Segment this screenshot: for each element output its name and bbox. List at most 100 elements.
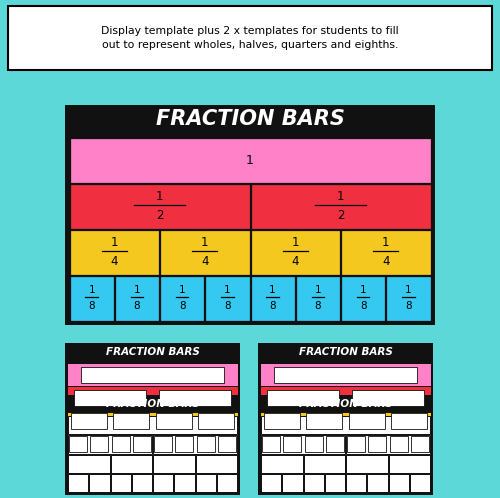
Bar [65,343,240,458]
Bar [349,413,384,429]
Bar [386,275,430,321]
Bar [347,436,365,452]
Bar [153,455,194,473]
Bar [326,436,344,452]
Bar [68,410,237,432]
Text: 1: 1 [201,236,208,249]
Bar [160,390,230,406]
Bar [274,367,417,383]
Text: FRACTION BARS: FRACTION BARS [298,399,392,409]
Bar [390,436,407,452]
Text: 8: 8 [405,301,411,311]
Bar [260,387,430,409]
Text: 8: 8 [360,301,366,311]
Text: 1: 1 [292,236,299,249]
Bar [89,474,110,492]
Bar [306,413,342,429]
Text: 1: 1 [88,285,95,295]
Bar [69,436,87,452]
Bar [258,343,433,458]
Bar [68,474,88,492]
Text: FRACTION BARS: FRACTION BARS [156,109,344,129]
Text: 8: 8 [179,301,186,311]
Bar [206,275,250,321]
Bar [261,416,430,434]
Bar [258,343,433,361]
FancyBboxPatch shape [8,6,492,70]
Text: 4: 4 [382,255,390,268]
Bar [260,433,430,455]
Bar [70,275,114,321]
Bar [68,364,237,386]
Text: 1: 1 [405,285,411,295]
Bar [268,390,338,406]
Text: 1: 1 [224,285,230,295]
Bar [217,474,237,492]
Text: 4: 4 [110,255,118,268]
Bar [65,105,435,133]
Text: 2: 2 [156,209,163,222]
Bar [282,474,302,492]
Text: 8: 8 [134,301,140,311]
Bar [325,474,345,492]
Bar [160,275,204,321]
Text: 1: 1 [134,285,140,295]
Text: FRACTION BARS: FRACTION BARS [106,399,200,409]
Text: 1: 1 [110,236,118,249]
Bar [70,183,250,229]
Text: 1: 1 [246,153,254,166]
Bar [410,474,430,492]
Bar [133,436,151,452]
Bar [341,230,430,274]
Bar [304,474,324,492]
Bar [258,395,433,413]
Bar [388,474,409,492]
Bar [262,436,280,452]
Bar [260,364,430,386]
Bar [196,436,214,452]
Text: 1: 1 [156,190,163,203]
Bar [258,395,433,495]
Text: 8: 8 [270,301,276,311]
Bar [154,436,172,452]
Bar [250,183,430,229]
Bar [70,137,430,182]
Bar [68,416,237,434]
Text: 8: 8 [224,301,230,311]
Bar [68,387,237,409]
Bar [411,436,429,452]
Bar [388,455,430,473]
Bar [70,230,159,274]
Text: 4: 4 [201,255,208,268]
Text: 2: 2 [337,209,344,222]
Bar [296,275,340,321]
Bar [156,413,192,429]
Bar [65,395,240,413]
Bar [74,390,146,406]
Bar [304,436,322,452]
Bar [346,455,388,473]
Bar [261,435,345,454]
Bar [352,390,424,406]
Text: 1: 1 [179,285,186,295]
Bar [132,474,152,492]
Text: 1: 1 [270,285,276,295]
Bar [110,455,152,473]
Bar [68,435,152,454]
Bar [174,474,195,492]
Bar [115,275,159,321]
Text: 1: 1 [360,285,366,295]
Bar [250,230,340,274]
Bar [264,413,300,429]
Bar [153,435,237,454]
Bar [346,435,430,454]
Bar [65,343,240,361]
Bar [284,436,302,452]
Bar [196,455,237,473]
Bar [198,413,234,429]
Bar [346,474,366,492]
Bar [90,436,108,452]
Text: 4: 4 [292,255,299,268]
Bar [110,474,131,492]
Bar [261,455,302,473]
